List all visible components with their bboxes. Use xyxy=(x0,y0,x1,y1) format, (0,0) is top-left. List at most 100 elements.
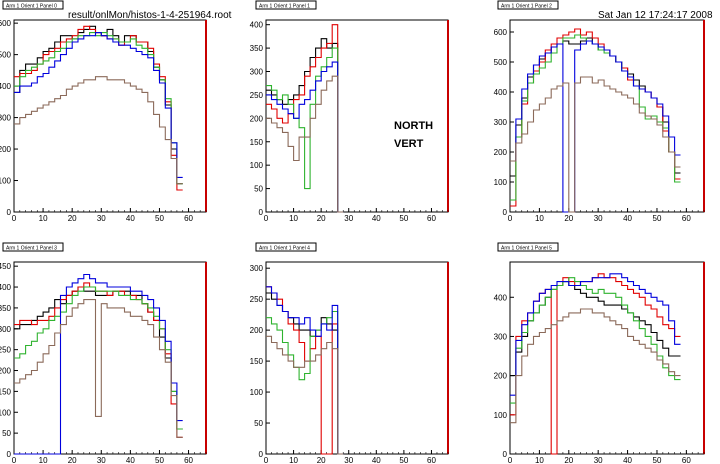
series-black xyxy=(510,37,681,177)
plot-frame xyxy=(509,19,705,213)
y-tick-label: 200 xyxy=(494,148,508,157)
y-tick-label: 200 xyxy=(250,326,264,335)
series-green xyxy=(510,277,681,404)
x-tick-label: 40 xyxy=(623,456,632,464)
x-tick-label: 30 xyxy=(344,456,353,464)
x-tick-label: 20 xyxy=(68,214,77,223)
series-red xyxy=(14,282,183,438)
y-tick-label: 300 xyxy=(250,264,264,273)
y-tick-label: 300 xyxy=(0,114,12,123)
panel-5: Arm 1 Orient 1 Panel 5 0 100 200 300 400 0 10 20… xyxy=(494,242,705,464)
y-tick-label: 400 xyxy=(0,283,12,292)
y-tick-label: 200 xyxy=(0,145,12,154)
x-tick-label: 0 xyxy=(508,214,513,223)
y-tick-label: 0 xyxy=(7,208,12,217)
x-tick-label: 50 xyxy=(399,214,408,223)
series-blue xyxy=(266,286,344,455)
series-blue xyxy=(266,61,344,213)
y-tick-label: 150 xyxy=(0,387,12,396)
panel-title-box xyxy=(255,242,317,252)
series-brown xyxy=(266,335,344,455)
y-tick-label: 250 xyxy=(0,346,12,355)
panel-title: Arm 1 Orient 1 Panel 1 xyxy=(259,4,310,10)
x-tick-label: 10 xyxy=(535,214,544,223)
x-tick-label: 30 xyxy=(344,214,353,223)
y-tick-label: 300 xyxy=(250,68,264,77)
orientation-label: VERT xyxy=(394,138,424,150)
x-tick-label: 60 xyxy=(682,456,691,464)
y-tick-label: 200 xyxy=(494,372,508,381)
x-tick-label: 60 xyxy=(427,456,436,464)
series-blue xyxy=(510,40,681,213)
series-blue xyxy=(510,273,681,396)
y-tick-label: 300 xyxy=(494,332,508,341)
x-tick-label: 30 xyxy=(97,214,106,223)
x-tick-label: 60 xyxy=(427,214,436,223)
x-tick-label: 20 xyxy=(564,456,573,464)
y-tick-label: 350 xyxy=(0,304,12,313)
x-tick-label: 10 xyxy=(289,456,298,464)
series-green xyxy=(266,47,344,213)
y-tick-label: 100 xyxy=(494,411,508,420)
x-tick-label: 60 xyxy=(682,214,691,223)
file-path: result/onlMon/histos-1-4-251964.root xyxy=(68,10,232,21)
panel-4: Arm 1 Orient 1 Panel 4050100150200250300… xyxy=(250,242,449,464)
panel-title: Arm 1 Orient 1 Panel 3 xyxy=(6,246,57,252)
x-tick-label: 20 xyxy=(564,214,573,223)
y-tick-label: 500 xyxy=(0,51,12,60)
x-tick-label: 0 xyxy=(508,456,513,464)
series-green xyxy=(266,310,344,455)
y-tick-label: 600 xyxy=(0,19,12,28)
y-tick-label: 400 xyxy=(494,293,508,302)
x-tick-label: 10 xyxy=(535,456,544,464)
y-tick-label: 300 xyxy=(0,325,12,334)
x-tick-label: 40 xyxy=(372,456,381,464)
panel-title-box xyxy=(497,242,559,252)
series-black xyxy=(14,25,183,185)
y-tick-label: 0 xyxy=(7,450,12,459)
panel-2: Arm 1 Orient 1 Panel 2010020030040050060… xyxy=(494,0,705,223)
x-tick-label: 0 xyxy=(12,456,17,464)
x-tick-label: 40 xyxy=(372,214,381,223)
y-tick-label: 50 xyxy=(254,419,263,428)
y-tick-label: 50 xyxy=(254,185,263,194)
x-tick-label: 20 xyxy=(317,456,326,464)
series-blue xyxy=(14,32,183,178)
y-tick-label: 0 xyxy=(259,450,264,459)
x-tick-label: 50 xyxy=(155,456,164,464)
y-tick-label: 450 xyxy=(0,262,12,271)
y-tick-label: 100 xyxy=(494,178,508,187)
x-tick-label: 40 xyxy=(126,214,135,223)
arm-side-label: NORTH xyxy=(394,120,434,132)
x-tick-label: 50 xyxy=(653,214,662,223)
series-black xyxy=(510,281,681,377)
panel-title: Arm 1 Orient 1 Panel 2 xyxy=(501,4,552,10)
x-tick-label: 20 xyxy=(317,214,326,223)
series-brown xyxy=(510,308,681,424)
x-tick-label: 40 xyxy=(126,456,135,464)
panel-title-box xyxy=(2,242,64,252)
y-tick-label: 500 xyxy=(494,58,508,67)
panel-title: Arm 1 Orient 1 Panel 0 xyxy=(6,4,57,10)
y-tick-label: 200 xyxy=(0,367,12,376)
panel-3: Arm 1 Orient 1 Panel 3050100150200250300… xyxy=(0,242,207,464)
series-brown xyxy=(510,76,681,213)
panel-title-box xyxy=(2,0,64,10)
x-tick-label: 10 xyxy=(289,214,298,223)
x-tick-label: 50 xyxy=(399,456,408,464)
x-tick-label: 0 xyxy=(12,214,17,223)
y-tick-label: 150 xyxy=(250,138,264,147)
y-tick-label: 400 xyxy=(494,88,508,97)
series-red xyxy=(266,24,344,213)
series-brown xyxy=(14,76,183,185)
y-tick-label: 100 xyxy=(0,408,12,417)
y-tick-label: 0 xyxy=(503,450,508,459)
panel-1: Arm 1 Orient 1 Panel 1050100150200250300… xyxy=(250,0,449,223)
x-tick-label: 50 xyxy=(653,456,662,464)
x-tick-label: 50 xyxy=(155,214,164,223)
x-tick-label: 30 xyxy=(97,456,106,464)
panel-title-box xyxy=(255,0,317,10)
series-red xyxy=(266,286,344,455)
x-tick-label: 30 xyxy=(594,214,603,223)
